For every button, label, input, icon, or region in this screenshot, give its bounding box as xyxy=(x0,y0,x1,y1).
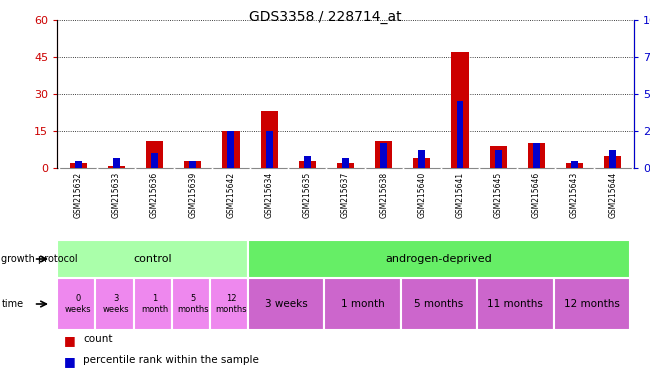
Bar xyxy=(133,278,172,330)
Bar xyxy=(413,158,430,168)
Text: androgen-deprived: androgen-deprived xyxy=(385,254,493,264)
Bar xyxy=(419,150,425,168)
Text: GSM215638: GSM215638 xyxy=(379,172,388,218)
Bar xyxy=(380,143,387,168)
Text: GDS3358 / 228714_at: GDS3358 / 228714_at xyxy=(249,10,401,23)
Text: count: count xyxy=(83,334,112,344)
Text: 12 months: 12 months xyxy=(564,299,619,309)
Text: 12
months: 12 months xyxy=(215,294,247,314)
Bar xyxy=(222,131,239,168)
Bar xyxy=(533,143,540,168)
Bar xyxy=(96,278,133,330)
Text: 1
month: 1 month xyxy=(141,294,168,314)
Text: GSM215635: GSM215635 xyxy=(303,172,312,218)
Text: GSM215643: GSM215643 xyxy=(570,172,579,218)
Text: ■: ■ xyxy=(64,334,75,347)
Bar xyxy=(554,278,630,330)
Text: time: time xyxy=(1,299,23,309)
Text: GSM215641: GSM215641 xyxy=(456,172,465,218)
Bar xyxy=(375,141,392,168)
Bar xyxy=(342,158,349,168)
Text: control: control xyxy=(133,254,172,264)
Text: GSM215645: GSM215645 xyxy=(494,172,502,218)
Bar xyxy=(248,278,324,330)
Bar xyxy=(261,111,278,168)
Bar xyxy=(172,278,210,330)
Text: 11 months: 11 months xyxy=(488,299,543,309)
Text: 0
weeks: 0 weeks xyxy=(65,294,92,314)
Bar xyxy=(566,163,583,168)
Text: growth protocol: growth protocol xyxy=(1,254,78,264)
Text: GSM215640: GSM215640 xyxy=(417,172,426,218)
Text: percentile rank within the sample: percentile rank within the sample xyxy=(83,355,259,365)
Bar xyxy=(108,166,125,168)
Bar xyxy=(489,146,507,168)
Bar xyxy=(227,131,235,168)
Text: 5
months: 5 months xyxy=(177,294,209,314)
Text: GSM215632: GSM215632 xyxy=(73,172,83,218)
Bar xyxy=(401,278,477,330)
Bar xyxy=(57,240,248,278)
Text: 1 month: 1 month xyxy=(341,299,385,309)
Bar xyxy=(477,278,554,330)
Bar xyxy=(299,161,316,168)
Bar xyxy=(146,141,163,168)
Bar xyxy=(75,161,82,168)
Bar xyxy=(248,240,630,278)
Text: 3
weeks: 3 weeks xyxy=(103,294,130,314)
Bar xyxy=(604,156,621,168)
Bar xyxy=(210,278,248,330)
Text: 3 weeks: 3 weeks xyxy=(265,299,307,309)
Bar xyxy=(113,158,120,168)
Bar xyxy=(324,278,401,330)
Text: GSM215634: GSM215634 xyxy=(265,172,274,218)
Bar xyxy=(528,143,545,168)
Text: GSM215646: GSM215646 xyxy=(532,172,541,218)
Text: GSM215633: GSM215633 xyxy=(112,172,121,218)
Bar xyxy=(304,156,311,168)
Bar xyxy=(456,101,463,168)
Text: GSM215644: GSM215644 xyxy=(608,172,618,218)
Bar xyxy=(184,161,202,168)
Bar xyxy=(189,161,196,168)
Bar xyxy=(452,52,469,168)
Bar xyxy=(266,131,272,168)
Text: GSM215636: GSM215636 xyxy=(150,172,159,218)
Text: GSM215639: GSM215639 xyxy=(188,172,197,218)
Bar xyxy=(337,163,354,168)
Bar xyxy=(609,150,616,168)
Bar xyxy=(495,150,502,168)
Bar xyxy=(57,278,96,330)
Text: GSM215637: GSM215637 xyxy=(341,172,350,218)
Text: GSM215642: GSM215642 xyxy=(226,172,235,218)
Text: 5 months: 5 months xyxy=(415,299,463,309)
Bar xyxy=(571,161,578,168)
Bar xyxy=(70,163,87,168)
Text: ■: ■ xyxy=(64,355,75,368)
Bar xyxy=(151,153,158,168)
